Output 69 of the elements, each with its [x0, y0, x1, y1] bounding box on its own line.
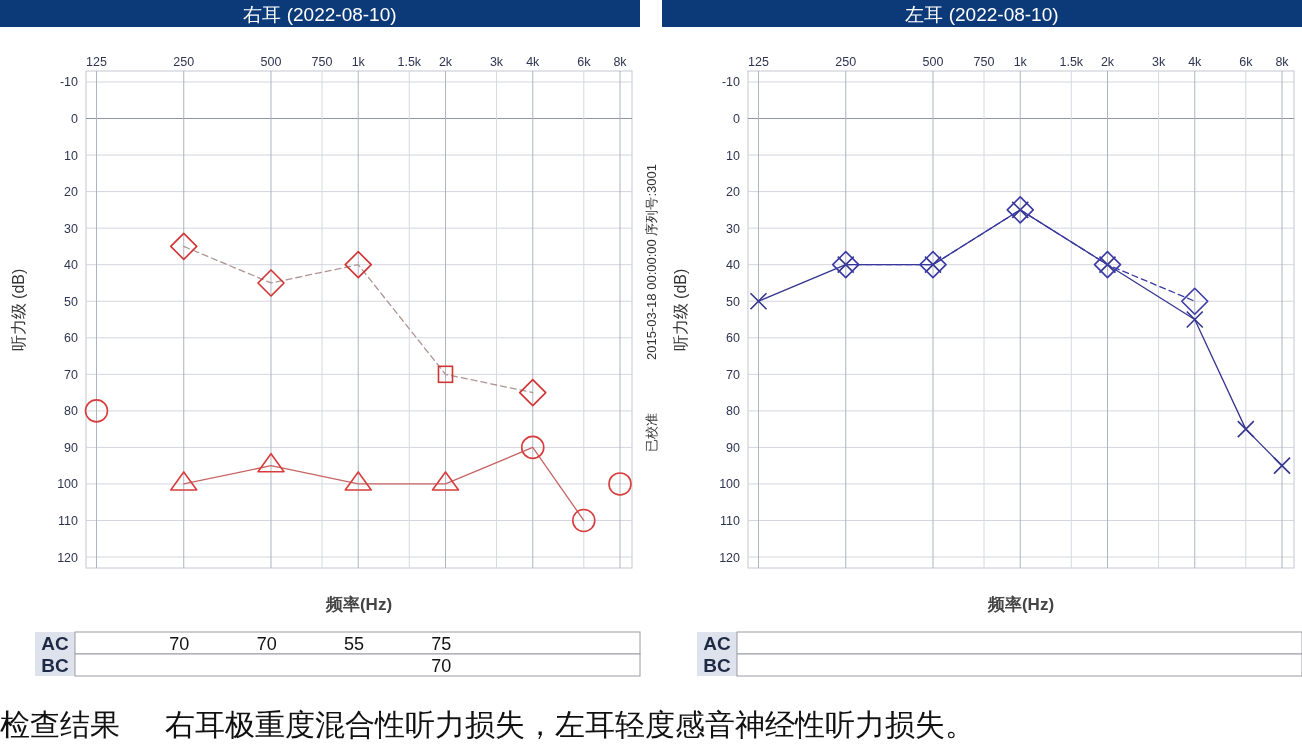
xtick: 250	[835, 55, 857, 69]
xtick: 4k	[526, 55, 540, 69]
ytick: 80	[64, 404, 78, 419]
ytick: 20	[64, 185, 78, 200]
xtick: 500	[922, 55, 944, 69]
xtick: 6k	[577, 55, 591, 69]
xtick: 2k	[438, 55, 453, 69]
ytick: -10	[721, 75, 740, 90]
xtick: 2k	[1100, 55, 1115, 69]
ytick: 70	[64, 367, 78, 382]
ytick: 60	[726, 331, 740, 346]
title: 左耳 (2022-08-10)	[905, 4, 1059, 25]
ytick: 30	[64, 221, 78, 236]
xtick: 500	[260, 55, 282, 69]
ytick: 70	[726, 367, 740, 382]
xlabel: 频率(Hz)	[325, 595, 393, 614]
annotation: AC	[41, 633, 69, 654]
ylabel: 听力级 (dB)	[10, 268, 27, 352]
xtick: 1.5k	[397, 55, 422, 69]
ytick: 100	[719, 477, 740, 492]
ytick: 110	[720, 514, 740, 528]
xtick: 1.5k	[1059, 55, 1084, 69]
xtick: 125	[748, 55, 769, 69]
xtick: 125	[86, 55, 107, 69]
annotation: 2015-03-18 00:00:00 序列号:3001	[644, 164, 659, 360]
ytick: 60	[64, 331, 78, 346]
ytick: 30	[726, 221, 740, 236]
ytick: 10	[726, 148, 740, 163]
annotation: BC	[41, 655, 69, 676]
annotation: 55	[344, 634, 364, 654]
annotation: 已校准	[644, 412, 659, 452]
xtick: 4k	[1188, 55, 1202, 69]
annotation: 右耳极重度混合性听力损失，左耳轻度感音神经性听力损失。	[165, 708, 975, 741]
ytick: 40	[64, 258, 78, 273]
annotation: 70	[256, 634, 277, 654]
ytick: 0	[71, 112, 78, 126]
ylabel: 听力级 (dB)	[672, 268, 689, 352]
ytick: 20	[726, 185, 740, 200]
ytick: 40	[726, 258, 740, 273]
xtick: 750	[973, 55, 995, 69]
title: 右耳 (2022-08-10)	[243, 4, 397, 25]
xtick: 3k	[1151, 55, 1166, 69]
ytick: 10	[64, 148, 78, 163]
ytick: 90	[64, 440, 78, 455]
xtick: 8k	[1275, 55, 1289, 69]
xlabel: 频率(Hz)	[987, 595, 1055, 614]
ytick: 120	[57, 550, 78, 565]
xtick: 1k	[1013, 55, 1027, 69]
ytick: -10	[59, 75, 78, 90]
ytick: 90	[726, 440, 740, 455]
annotation: BC	[703, 655, 731, 676]
xtick: 6k	[1239, 55, 1253, 69]
xtick: 3k	[489, 55, 504, 69]
ytick: 50	[64, 294, 78, 309]
annotation: 检查结果	[0, 708, 120, 741]
xtick: 750	[311, 55, 333, 69]
annotation: 70	[169, 634, 190, 654]
ytick: 0	[733, 112, 740, 126]
xtick: 1k	[351, 55, 365, 69]
ytick: 50	[726, 294, 740, 309]
ytick: 100	[57, 477, 78, 492]
annotation: 75	[431, 634, 452, 654]
annotation: 70	[431, 656, 452, 676]
xtick: 250	[173, 55, 195, 69]
xtick: 8k	[613, 55, 627, 69]
ytick: 80	[726, 404, 740, 419]
ytick: 120	[719, 550, 740, 565]
ytick: 110	[58, 514, 78, 528]
annotation: AC	[703, 633, 731, 654]
